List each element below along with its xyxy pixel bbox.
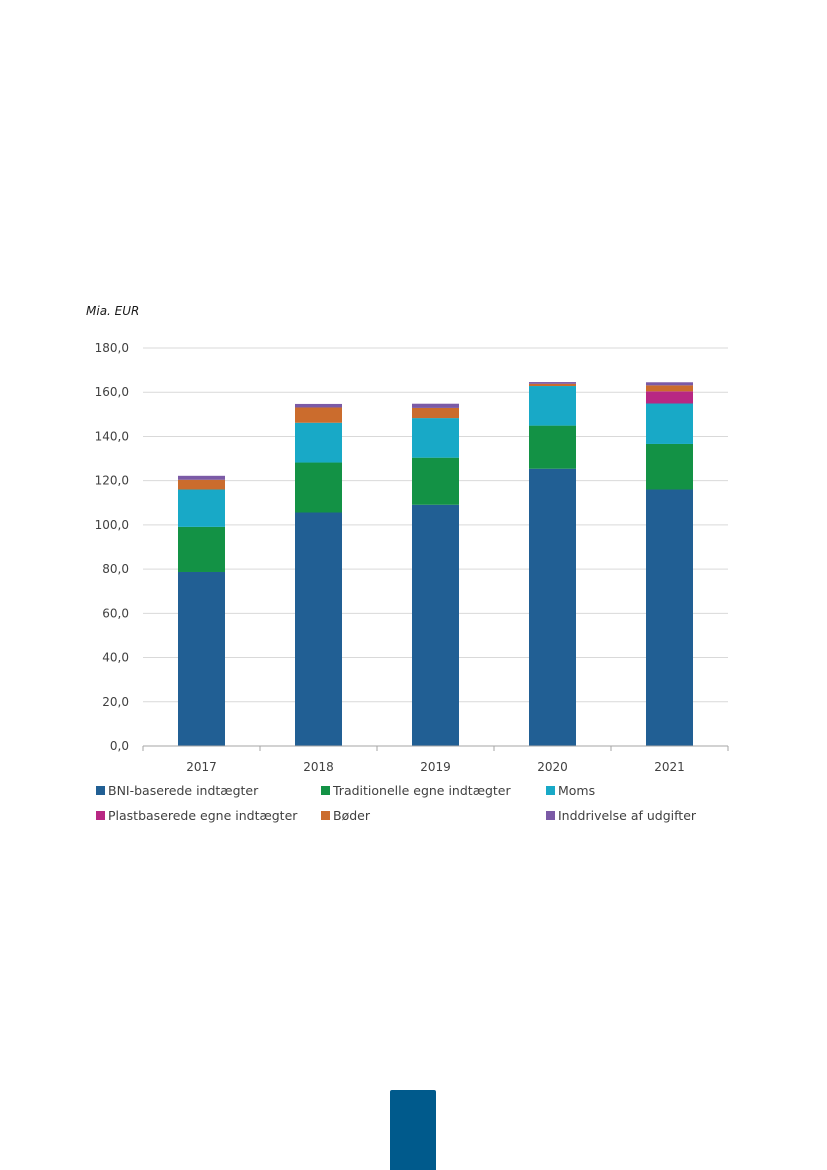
legend-label: Plastbaserede egne indtægter [108,808,298,823]
legend-label: BNI-baserede indtægter [108,783,259,798]
legend-swatch [321,786,330,795]
bar-segment [295,407,342,423]
x-tick-label: 2019 [420,760,451,774]
bar-segment [178,526,225,572]
y-tick-label: 100,0 [95,518,129,532]
bar-segment [529,382,576,384]
bar-segment [412,407,459,419]
y-tick-label: 120,0 [95,474,129,488]
y-tick-label: 80,0 [102,562,129,576]
legend-label: Inddrivelse af udgifter [558,808,697,823]
legend-swatch [546,786,555,795]
bar-segment [178,571,225,746]
x-tick-label: 2017 [186,760,217,774]
bar-segment [295,422,342,463]
bar-segment [295,512,342,746]
x-tick-label: 2020 [537,760,568,774]
bar-segment [529,383,576,387]
x-axis [142,745,729,751]
legend-label: Traditionelle egne indtægter [332,783,511,798]
bar-segment [412,504,459,746]
page-tab-marker [390,1090,436,1170]
y-tick-label: 180,0 [95,341,129,355]
bar-segment [646,382,693,386]
bar-segment [646,403,693,444]
bar-segment [412,403,459,408]
x-tick-label: 2018 [303,760,334,774]
bar-segment [529,425,576,469]
legend-swatch [96,811,105,820]
bar-segment [412,457,459,505]
y-tick-label: 0,0 [110,739,129,753]
bars [178,382,693,746]
legend-swatch [321,811,330,820]
bar-segment [412,418,459,458]
legend: BNI-baserede indtægter Traditionelle egne… [96,783,697,823]
bar-segment [529,468,576,746]
bar-segment [529,386,576,426]
bar-segment [295,462,342,513]
bar-segment [295,403,342,408]
x-axis-ticks: 2017 2018 2019 2020 2021 [186,760,685,774]
bar-segment [178,475,225,480]
bar-segment [646,385,693,392]
bar-segment [646,489,693,746]
legend-swatch [546,811,555,820]
bar-segment [646,443,693,490]
y-tick-label: 20,0 [102,695,129,709]
y-tick-label: 60,0 [102,606,129,620]
legend-swatch [96,786,105,795]
bar-segment [646,391,693,404]
bar-segment [178,479,225,490]
legend-label: Moms [558,783,595,798]
y-tick-label: 40,0 [102,651,129,665]
x-tick-label: 2021 [654,760,685,774]
y-tick-label: 140,0 [95,429,129,443]
y-axis-unit-label: Mia. EUR [86,304,139,318]
y-axis-ticks: 0,0 20,0 40,0 60,0 80,0 100,0 120,0 140,0 160,0 1… [95,341,129,753]
y-tick-label: 160,0 [95,385,129,399]
legend-label: Bøder [333,808,371,823]
bar-segment [178,489,225,527]
